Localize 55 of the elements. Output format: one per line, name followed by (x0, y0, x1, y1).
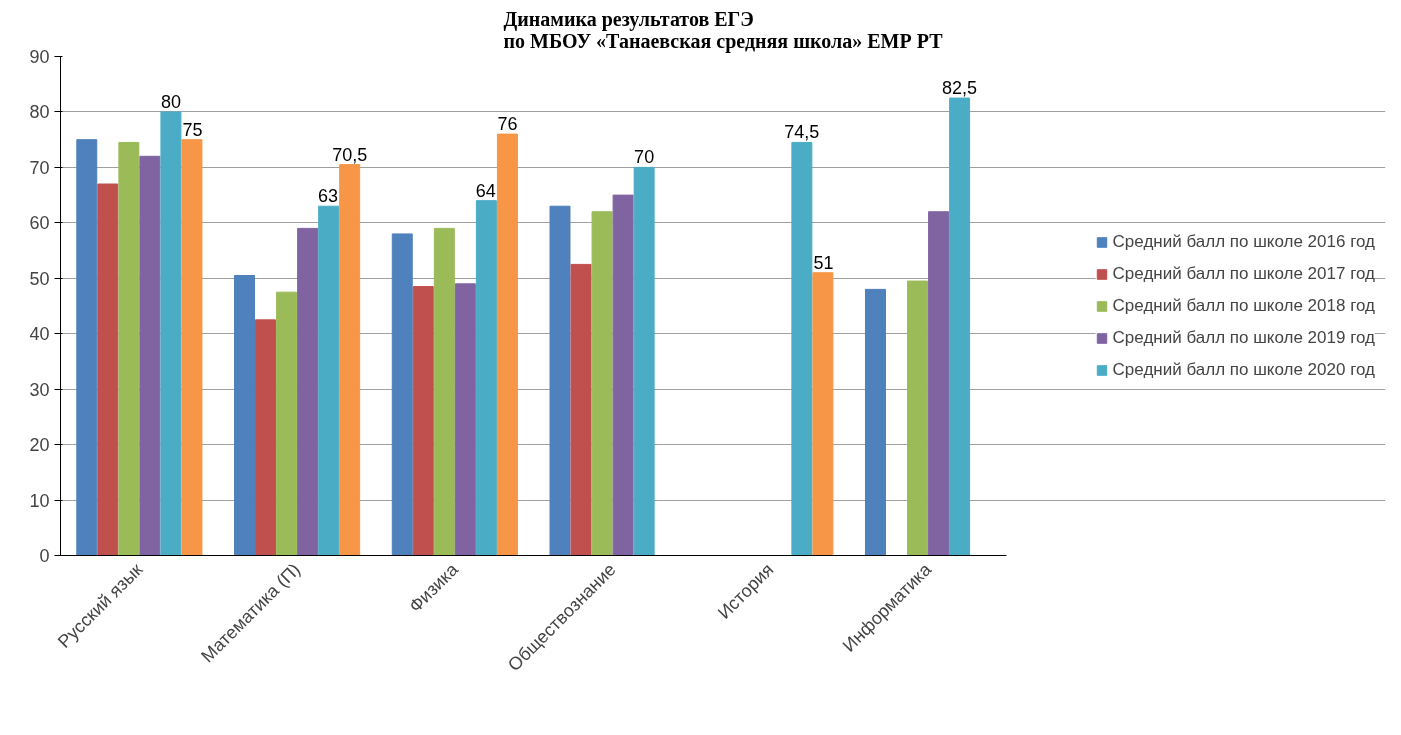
chart-title: Динамика результатов ЕГЭ по МБОУ «Танаевская средняя школа» ЕМР РТ (503, 7, 944, 53)
y-tick-label: 60 (29, 213, 50, 234)
data-label: 76 (497, 114, 518, 135)
data-label: 70 (634, 147, 655, 168)
bar (612, 194, 634, 556)
bar (864, 288, 886, 556)
bar (234, 275, 256, 556)
data-label: 80 (160, 91, 181, 112)
bar (318, 205, 340, 556)
y-tick-label: 40 (29, 324, 50, 345)
bar (297, 227, 319, 556)
y-tick-label: 70 (29, 157, 50, 178)
bar (475, 200, 497, 556)
y-tick-label: 90 (29, 47, 50, 67)
data-label: 82,5 (942, 78, 978, 99)
y-tick-label: 80 (29, 102, 50, 123)
y-tick-label: 30 (29, 379, 50, 400)
bar (907, 280, 929, 556)
legend-label: Средний балл по школе 2018 год (1112, 295, 1375, 316)
data-label: 74,5 (784, 122, 820, 143)
legend-label: Средний балл по школе 2020 год (1112, 359, 1375, 380)
data-label: 70,5 (332, 144, 368, 165)
data-label: 51 (813, 252, 834, 273)
bar (76, 139, 98, 556)
y-tick-label: 50 (29, 268, 50, 289)
bar (181, 139, 203, 556)
bar (633, 166, 655, 556)
bar (928, 211, 950, 556)
bar (118, 141, 140, 556)
bar (549, 205, 571, 556)
bar (412, 286, 434, 556)
bar (276, 291, 298, 556)
bar (949, 97, 971, 556)
data-label: 64 (475, 180, 496, 201)
bar (255, 319, 277, 556)
bar (496, 133, 518, 556)
bar (812, 272, 834, 556)
bar (433, 227, 455, 556)
y-tick-label: 0 (39, 546, 50, 566)
bar (570, 263, 592, 556)
data-label: 63 (318, 186, 339, 207)
bar (139, 155, 161, 556)
bar (791, 141, 813, 556)
bar (97, 183, 119, 556)
legend-label: Средний балл по школе 2019 год (1112, 327, 1375, 348)
legend-label: Средний балл по школе 2016 год (1112, 231, 1375, 252)
y-tick-label: 10 (29, 490, 50, 511)
bar (391, 233, 413, 556)
bar (339, 164, 361, 556)
bar (160, 111, 182, 556)
bar (591, 211, 613, 556)
data-label: 75 (182, 119, 203, 140)
legend-label: Средний балл по школе 2017 год (1112, 263, 1375, 284)
y-tick-label: 20 (29, 435, 50, 456)
bar (454, 283, 476, 556)
